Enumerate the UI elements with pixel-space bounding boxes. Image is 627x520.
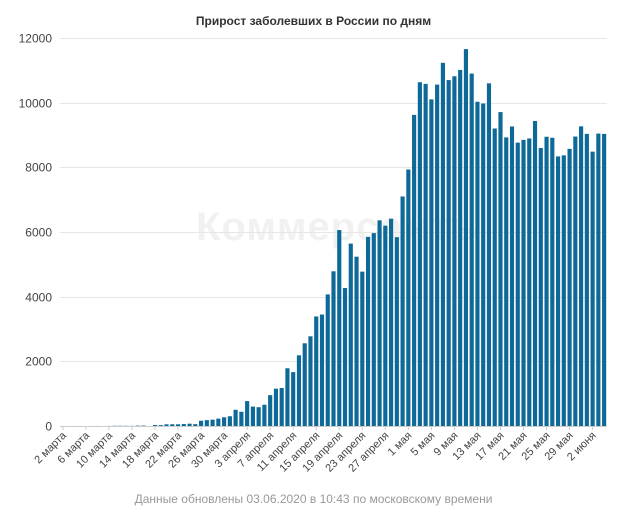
bar	[268, 395, 273, 426]
bar	[400, 196, 405, 426]
x-tick-label: 5 мая	[409, 430, 438, 459]
bar	[256, 407, 261, 426]
bar	[452, 76, 457, 426]
bar	[216, 418, 221, 426]
bar	[567, 148, 572, 426]
bar	[245, 401, 250, 426]
bar	[561, 155, 566, 426]
bar	[175, 424, 181, 426]
bar	[383, 225, 388, 426]
y-tick-label: 6000	[25, 226, 52, 240]
bar	[187, 423, 192, 426]
bar	[210, 419, 215, 426]
bar	[573, 136, 578, 427]
y-tick-label: 10000	[19, 97, 53, 111]
y-axis-ticks: 0 2000 4000 6000 8000 10000 12000	[19, 32, 53, 434]
bar	[204, 420, 209, 426]
bar	[412, 114, 417, 427]
bar	[498, 112, 503, 426]
bar	[446, 80, 451, 426]
bar	[440, 62, 445, 427]
bar	[532, 120, 538, 426]
bar	[515, 142, 520, 426]
bar	[481, 103, 486, 426]
bar	[262, 404, 267, 426]
bar	[509, 126, 515, 426]
bar	[354, 256, 359, 426]
bar	[239, 411, 244, 426]
bar	[199, 420, 204, 426]
bar	[152, 425, 158, 426]
bar	[469, 73, 474, 426]
bar	[590, 151, 595, 426]
bar	[331, 271, 336, 426]
bar	[170, 424, 175, 426]
chart-title: Прирост заболевших в России по дням	[195, 14, 432, 28]
bar	[302, 343, 307, 426]
bar	[423, 83, 428, 426]
bar	[486, 83, 492, 426]
bar	[164, 424, 169, 426]
bar	[429, 99, 434, 427]
y-tick-label: 8000	[25, 161, 52, 175]
bar	[337, 230, 342, 426]
bar	[319, 314, 325, 426]
bar	[394, 237, 399, 426]
bar	[538, 147, 543, 426]
chart-footer: Данные обновлены 03.06.2020 в 10:43 по м…	[134, 492, 493, 506]
bar	[371, 233, 376, 426]
bar	[492, 128, 497, 426]
bar	[158, 425, 163, 426]
bar	[365, 236, 371, 426]
y-tick-label: 0	[45, 420, 52, 434]
bar	[579, 126, 584, 426]
bar	[233, 409, 238, 426]
bar	[342, 288, 348, 426]
bar	[250, 406, 255, 426]
bar	[389, 218, 394, 426]
bar	[544, 136, 549, 426]
bar	[458, 69, 463, 426]
bar	[348, 243, 353, 426]
bar	[417, 82, 422, 426]
bar	[308, 336, 313, 426]
bar	[227, 416, 232, 426]
bar	[279, 388, 284, 426]
bar	[360, 271, 365, 426]
bar	[296, 355, 302, 426]
bar	[555, 156, 561, 426]
bar	[463, 49, 469, 427]
y-tick-label: 12000	[19, 32, 53, 46]
bar	[181, 424, 186, 426]
bars	[60, 49, 607, 427]
bar	[521, 139, 526, 426]
y-tick-label: 2000	[25, 355, 52, 369]
bar	[435, 84, 440, 426]
bar	[325, 294, 330, 426]
bar	[406, 169, 411, 426]
bar	[527, 138, 532, 426]
y-tick-label: 4000	[25, 291, 52, 305]
x-tick-label: 1 мая	[386, 430, 415, 459]
bar	[285, 368, 290, 426]
bar	[377, 220, 382, 426]
bar	[193, 424, 198, 426]
bar	[222, 417, 227, 426]
bar	[602, 133, 607, 426]
bar	[504, 137, 509, 426]
bar	[475, 101, 480, 426]
bar	[291, 372, 296, 426]
bar	[584, 133, 589, 426]
bar	[273, 388, 278, 426]
bar	[314, 316, 319, 426]
bar	[550, 137, 555, 426]
bar	[596, 133, 601, 426]
